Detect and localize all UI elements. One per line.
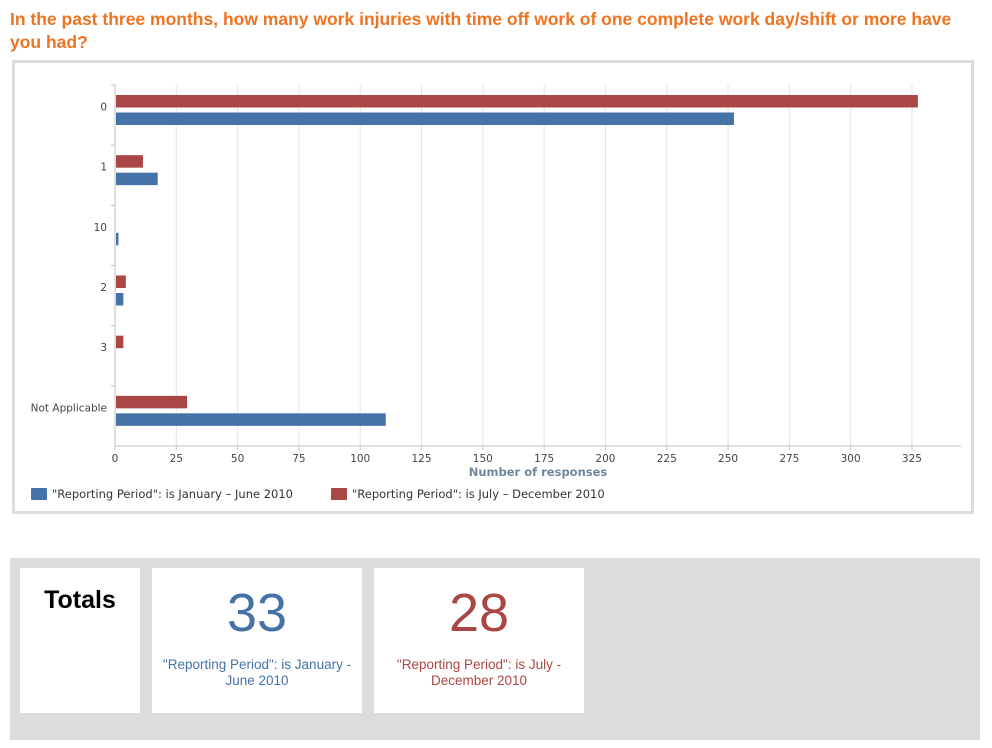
category-label: Not Applicable bbox=[31, 402, 107, 414]
bar bbox=[116, 232, 119, 246]
category-label: 0 bbox=[100, 102, 107, 114]
totals-panel: Totals 33 "Reporting Period": is January… bbox=[10, 558, 980, 740]
category-label: 2 bbox=[100, 282, 107, 294]
bar bbox=[116, 112, 734, 125]
bar bbox=[116, 275, 126, 288]
x-tick-label: 225 bbox=[657, 453, 677, 465]
legend-swatch bbox=[331, 488, 347, 500]
bar bbox=[116, 293, 124, 306]
x-tick-label: 150 bbox=[473, 453, 493, 465]
x-tick-label: 325 bbox=[902, 453, 922, 465]
x-tick-label: 275 bbox=[779, 453, 799, 465]
x-tick-label: 125 bbox=[411, 453, 431, 465]
total-label-jul-dec: "Reporting Period": is July - December 2… bbox=[396, 657, 562, 688]
total-value-jul-dec: 28 bbox=[448, 583, 510, 643]
category-label: 3 bbox=[100, 342, 107, 354]
totals-title-card: Totals bbox=[20, 568, 140, 713]
bar-chart: 0 1 10 2 3 Not Applicable 0 25 50 75 100 125 150 175 2… bbox=[31, 84, 961, 501]
x-axis-title: Number of responses bbox=[469, 465, 608, 479]
bar bbox=[116, 95, 918, 108]
bar bbox=[116, 413, 386, 426]
chart-container: 0 1 10 2 3 Not Applicable 0 25 50 75 100 125 150 175 2… bbox=[12, 60, 974, 514]
x-tick-label: 75 bbox=[292, 453, 305, 465]
question-title: In the past three months, how many work … bbox=[10, 9, 952, 52]
x-tick-label: 100 bbox=[350, 453, 370, 465]
totals-title: Totals bbox=[44, 586, 116, 614]
x-tick-label: 175 bbox=[534, 453, 554, 465]
x-tick-label: 50 bbox=[231, 453, 244, 465]
bar bbox=[116, 155, 143, 168]
x-tick-label: 250 bbox=[718, 453, 738, 465]
total-card-jul-dec: 28 "Reporting Period": is July - Decembe… bbox=[374, 568, 584, 713]
x-tick-label: 300 bbox=[841, 453, 861, 465]
total-value-jan-jun: 33 bbox=[226, 583, 288, 643]
legend-label: "Reporting Period": is January – June 20… bbox=[52, 487, 293, 501]
total-card-jan-jun: 33 "Reporting Period": is January - June… bbox=[152, 568, 362, 713]
bar bbox=[116, 335, 124, 349]
total-label-jan-jun: "Reporting Period": is January - June 20… bbox=[162, 657, 352, 688]
legend-swatch bbox=[31, 488, 47, 500]
bar bbox=[116, 172, 158, 186]
legend-label: "Reporting Period": is July – December 2… bbox=[352, 487, 605, 501]
x-tick-label: 0 bbox=[112, 453, 119, 465]
bar bbox=[116, 395, 188, 409]
category-label: 10 bbox=[94, 222, 107, 234]
x-tick-label: 25 bbox=[170, 453, 183, 465]
category-label: 1 bbox=[100, 162, 107, 174]
x-tick-label: 200 bbox=[595, 453, 615, 465]
